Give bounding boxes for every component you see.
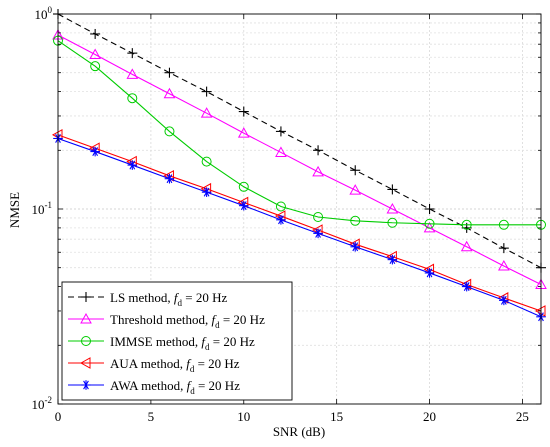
series-1 [52,29,547,290]
data-point [350,165,361,176]
x-axis-label: SNR (dB) [273,424,325,439]
data-point [238,181,249,192]
legend-label: AUA method, fd = 20 Hz [110,356,240,374]
legend-label: LS method, fd = 20 Hz [110,290,228,308]
series-layer [51,9,547,322]
legend-label: IMMSE method, fd = 20 Hz [110,334,255,352]
data-point [201,187,212,197]
data-point [275,126,286,137]
axes [57,13,542,405]
data-point [275,146,287,157]
data-point [201,156,212,167]
data-point [387,217,398,228]
x-tick-label: 25 [516,409,529,424]
legend-label: Threshold method, fd = 20 Hz [110,312,265,330]
data-point [276,215,286,225]
y-tick-label: 100 [35,5,53,22]
x-tick-label: 0 [55,409,62,424]
series-line [57,134,542,312]
x-tick-label: 20 [423,409,436,424]
data-point [164,67,175,78]
y-tick-label: 10-2 [32,395,53,412]
x-tick-label: 15 [330,409,343,424]
data-point [387,254,398,265]
data-point [90,146,100,157]
data-point [238,200,249,211]
legend-marker [81,380,91,390]
data-point [312,165,324,177]
data-point [163,87,176,99]
data-point [386,202,399,214]
tick-labels: 0 5 10 15 20 25 10-2 10-1 100 [32,5,529,424]
data-point [313,228,323,239]
data-point [424,268,435,278]
data-point [127,48,138,59]
series-line [57,137,542,318]
data-point [461,219,472,230]
legend: LS method, fd = 20 Hz Threshold method, f… [61,281,293,401]
data-point [126,68,139,79]
data-point [238,106,249,117]
data-point [164,126,175,137]
data-point [497,259,510,271]
data-point [498,243,509,254]
series-4 [53,133,546,322]
legend-item: AUA method, fd = 20 Hz [68,356,240,374]
series-line [57,34,542,286]
data-point [313,211,324,222]
data-point [127,160,138,170]
x-tick-label: 10 [237,409,250,424]
data-point [313,145,324,156]
data-point [350,241,361,252]
series-2 [53,35,546,230]
data-point [90,28,101,39]
x-tick-label: 5 [148,409,155,424]
data-point [200,107,213,118]
legend-marker [81,336,91,346]
y-axis-label: NMSE [7,192,22,228]
data-point [349,184,362,195]
legend-label: AWA method, fd = 20 Hz [110,378,240,396]
data-point [275,201,286,212]
data-point [387,184,398,195]
legend-marker [79,357,91,369]
legend-marker [80,312,92,324]
data-point [499,295,509,306]
data-point [201,86,212,97]
data-point [460,240,473,252]
legend-item: AWA method, fd = 20 Hz [68,378,240,396]
legend-marker [81,292,91,302]
data-point [424,204,435,214]
data-point [461,281,472,292]
grid [58,14,541,404]
data-point [424,218,435,229]
data-point [89,48,102,59]
data-point [498,219,509,230]
data-point [164,173,175,184]
series-0 [53,9,546,273]
legend-item: LS method, fd = 20 Hz [68,290,228,308]
legend-item: IMMSE method, fd = 20 Hz [68,334,255,352]
series-line [57,13,542,269]
series-line [57,40,541,226]
data-point [90,61,101,72]
legend-item: Threshold method, fd = 20 Hz [68,312,265,330]
y-tick-label: 10-1 [32,200,53,217]
data-point [237,127,250,138]
data-point [127,93,138,104]
data-point [350,215,361,226]
